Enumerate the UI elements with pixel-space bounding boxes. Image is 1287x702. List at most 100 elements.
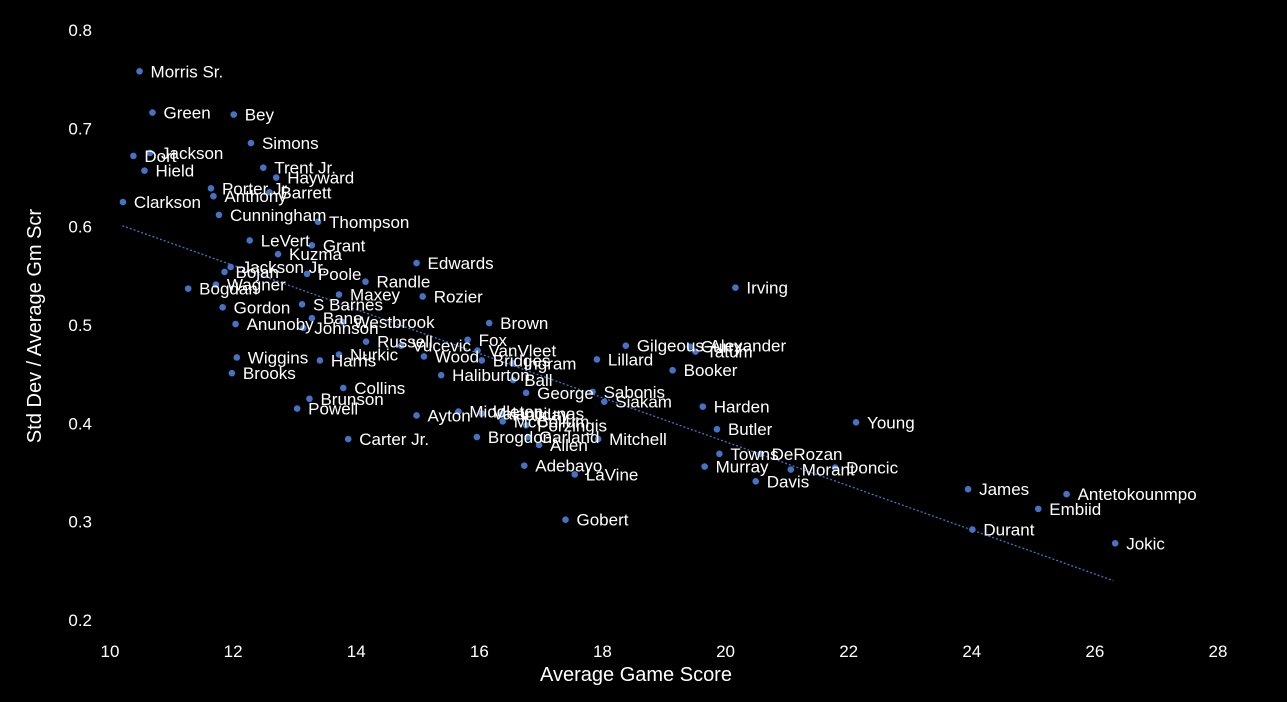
data-label: Thompson: [329, 213, 409, 232]
data-point: [1063, 490, 1070, 498]
data-point: [499, 418, 507, 425]
x-tick-label: 16: [470, 642, 489, 661]
data-point: [1111, 540, 1119, 547]
data-label: Johnson: [314, 319, 378, 338]
data-label: Antetokounmpo: [1078, 485, 1197, 504]
data-label: Jackson Jr.: [242, 258, 327, 277]
data-point: [413, 259, 420, 267]
data-point: [732, 284, 739, 291]
y-tick-label: 0.8: [68, 21, 92, 40]
data-label: Anunoby: [247, 315, 315, 334]
data-point: [419, 293, 427, 300]
data-label: Middleton: [469, 403, 543, 422]
data-point: [293, 405, 301, 412]
data-point: [397, 342, 405, 349]
data-label: Wiggins: [248, 348, 308, 367]
data-point: [215, 211, 223, 219]
y-tick-label: 0.2: [68, 611, 92, 630]
data-point: [474, 347, 481, 354]
data-point: [362, 338, 370, 346]
data-label: Hayward: [287, 169, 354, 188]
data-point: [339, 384, 347, 392]
x-tick-label: 24: [962, 642, 981, 661]
x-tick-label: 26: [1085, 642, 1104, 661]
y-tick-label: 0.5: [68, 316, 92, 335]
data-label: Towns: [730, 445, 778, 464]
data-label: Booker: [684, 361, 738, 380]
data-point: [228, 369, 236, 377]
data-label: Wagner: [227, 276, 286, 295]
data-point: [520, 462, 528, 469]
data-label: Holiday: [512, 405, 569, 424]
data-label: Clarkson: [134, 193, 201, 212]
data-point: [699, 403, 707, 410]
data-point: [757, 450, 764, 458]
data-point: [589, 388, 596, 396]
data-point: [362, 278, 369, 286]
data-label: Hield: [155, 162, 194, 181]
data-label: Lillard: [608, 350, 653, 369]
data-label: Randle: [376, 273, 430, 292]
data-label: Green: [163, 104, 210, 123]
data-label: Brown: [500, 314, 548, 333]
data-label: Sabonis: [604, 383, 665, 402]
data-point: [787, 466, 795, 473]
data-point: [227, 263, 234, 271]
data-label: Garland: [539, 428, 599, 447]
y-tick-label: 0.3: [68, 513, 92, 532]
data-point: [752, 478, 760, 485]
data-label: Cunningham: [230, 206, 326, 225]
data-label: Edwards: [428, 254, 494, 273]
data-point: [593, 356, 601, 363]
y-tick-label: 0.4: [68, 414, 92, 433]
data-label: Bogdan: [199, 280, 258, 299]
data-point: [335, 291, 343, 298]
data-label: Bane: [323, 309, 363, 328]
data-label: Brooks: [243, 364, 296, 383]
data-label: Barrett: [280, 183, 331, 202]
data-label: Trent Jr.: [274, 159, 336, 178]
data-label: Ingram: [524, 354, 577, 373]
y-tick-label: 0.6: [68, 218, 92, 237]
data-label: Jokic: [1126, 534, 1165, 553]
data-label: Allen: [550, 436, 588, 455]
x-tick-label: 28: [1209, 642, 1228, 661]
data-point: [509, 376, 517, 384]
data-point: [303, 270, 311, 278]
data-point: [149, 109, 156, 116]
data-point: [522, 389, 530, 397]
data-point: [485, 319, 493, 327]
x-tick-label: 12: [224, 642, 243, 661]
data-point: [266, 188, 273, 196]
data-label: Tatum: [706, 343, 752, 362]
data-point: [246, 237, 254, 244]
x-tick-label: 18: [593, 642, 612, 661]
data-label: McCollum: [514, 412, 590, 431]
data-label: Ball: [524, 371, 552, 390]
data-point: [716, 450, 723, 458]
data-label: Anthony: [224, 187, 287, 206]
x-tick-label: 14: [347, 642, 366, 661]
data-label: Russell: [377, 333, 433, 352]
data-label: LaVine: [586, 465, 639, 484]
data-point: [437, 371, 445, 379]
data-label: Mitchell: [609, 430, 667, 449]
data-label: Butler: [728, 420, 773, 439]
data-label: Fox: [479, 331, 508, 350]
data-label: LeVert: [261, 231, 310, 250]
data-label: Vucevic: [412, 337, 471, 356]
data-label: Brogdon: [488, 428, 552, 447]
data-point: [344, 435, 352, 443]
data-label: Collins: [354, 379, 405, 398]
data-point: [274, 250, 282, 258]
data-label: Porzingis: [537, 416, 607, 435]
data-label: Adebayo: [535, 457, 602, 476]
data-point: [230, 111, 238, 118]
data-point: [600, 398, 608, 406]
data-point: [316, 357, 324, 364]
data-label: S Barnes: [313, 295, 383, 314]
y-tick-label: 0.7: [68, 119, 92, 138]
